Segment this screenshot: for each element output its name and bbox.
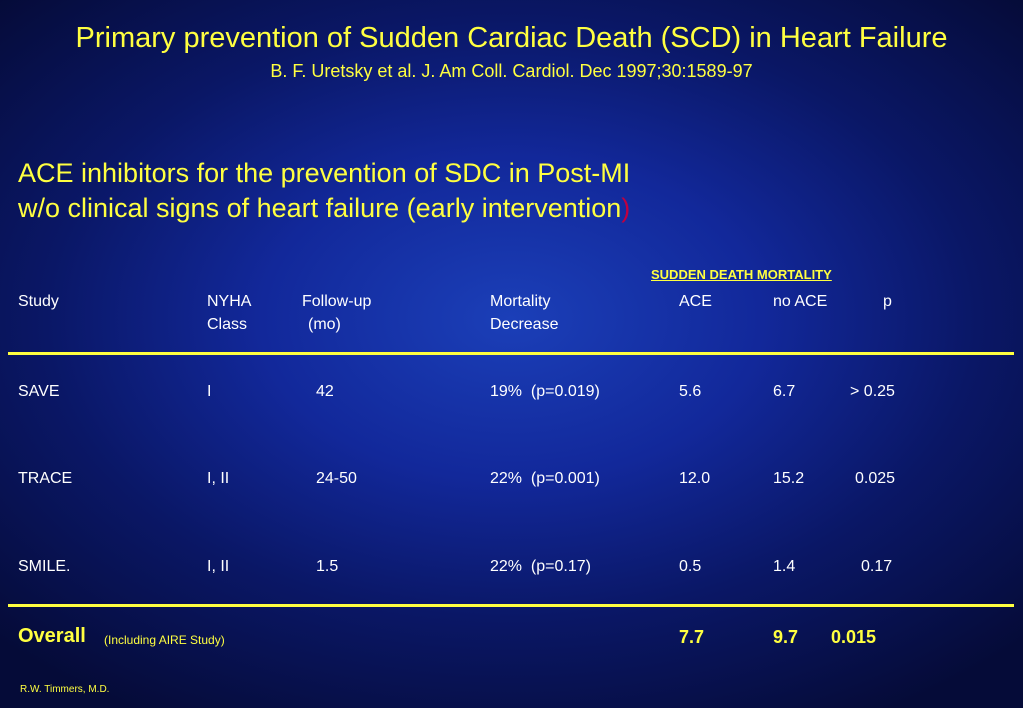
row-trace-ace: 12.0 (679, 470, 711, 487)
row-save-nyha: I (207, 383, 212, 400)
author-credit: R.W. Timmers, M.D. (20, 684, 110, 695)
row-smile-study: SMILE. (18, 558, 71, 575)
row-smile-nyha: I, II (207, 558, 230, 575)
col-header-followup-unit: (mo) (308, 316, 341, 333)
row-smile-p: 0.17 (861, 558, 893, 575)
overall-no-ace: 9.7 (773, 627, 799, 647)
row-smile-ace: 0.5 (679, 558, 702, 575)
divider-top (8, 352, 1014, 355)
row-trace-followup: 24-50 (316, 470, 357, 487)
row-save-p: > 0.25 (850, 383, 895, 400)
row-save-followup: 42 (316, 383, 334, 400)
col-header-study: Study (18, 293, 59, 310)
overall-label: Overall (18, 625, 86, 647)
slide-title: Primary prevention of Sudden Cardiac Dea… (75, 22, 948, 54)
overall-p: 0.015 (831, 627, 877, 647)
col-header-nyha: NYHA (207, 293, 252, 310)
overall-ace: 7.7 (679, 627, 705, 647)
sudden-death-mortality-header: SUDDEN DEATH MORTALITY (651, 267, 832, 282)
section-heading: ACE inhibitors for the prevention of SDC… (18, 156, 798, 226)
divider-bottom (8, 604, 1014, 607)
heading-closing-paren: ) (621, 193, 631, 223)
row-save-mortality: 19% (p=0.019) (490, 383, 600, 400)
row-smile-no-ace: 1.4 (773, 558, 796, 575)
col-header-mortality: Mortality (490, 293, 551, 310)
row-save-no-ace: 6.7 (773, 383, 796, 400)
row-save-study: SAVE (18, 383, 60, 400)
overall-note: (Including AIRE Study) (104, 633, 225, 647)
row-trace-study: TRACE (18, 470, 73, 487)
col-header-no-ace: no ACE (773, 293, 828, 310)
col-header-ace: ACE (679, 293, 712, 310)
row-trace-mortality: 22% (p=0.001) (490, 470, 600, 487)
heading-line-1: ACE inhibitors for the prevention of SDC… (18, 158, 631, 188)
row-trace-p: 0.025 (855, 470, 896, 487)
row-save-ace: 5.6 (679, 383, 702, 400)
row-trace-nyha: I, II (207, 470, 230, 487)
col-header-p: p (883, 293, 892, 310)
row-trace-no-ace: 15.2 (773, 470, 805, 487)
row-smile-followup: 1.5 (316, 558, 339, 575)
col-header-mortality-decrease: Decrease (490, 316, 559, 333)
col-header-nyha-class: Class (207, 316, 248, 333)
citation: B. F. Uretsky et al. J. Am Coll. Cardiol… (270, 61, 753, 81)
row-smile-mortality: 22% (p=0.17) (490, 558, 591, 575)
col-header-followup: Follow-up (302, 293, 372, 310)
heading-line-2: w/o clinical signs of heart failure (ear… (18, 193, 622, 223)
